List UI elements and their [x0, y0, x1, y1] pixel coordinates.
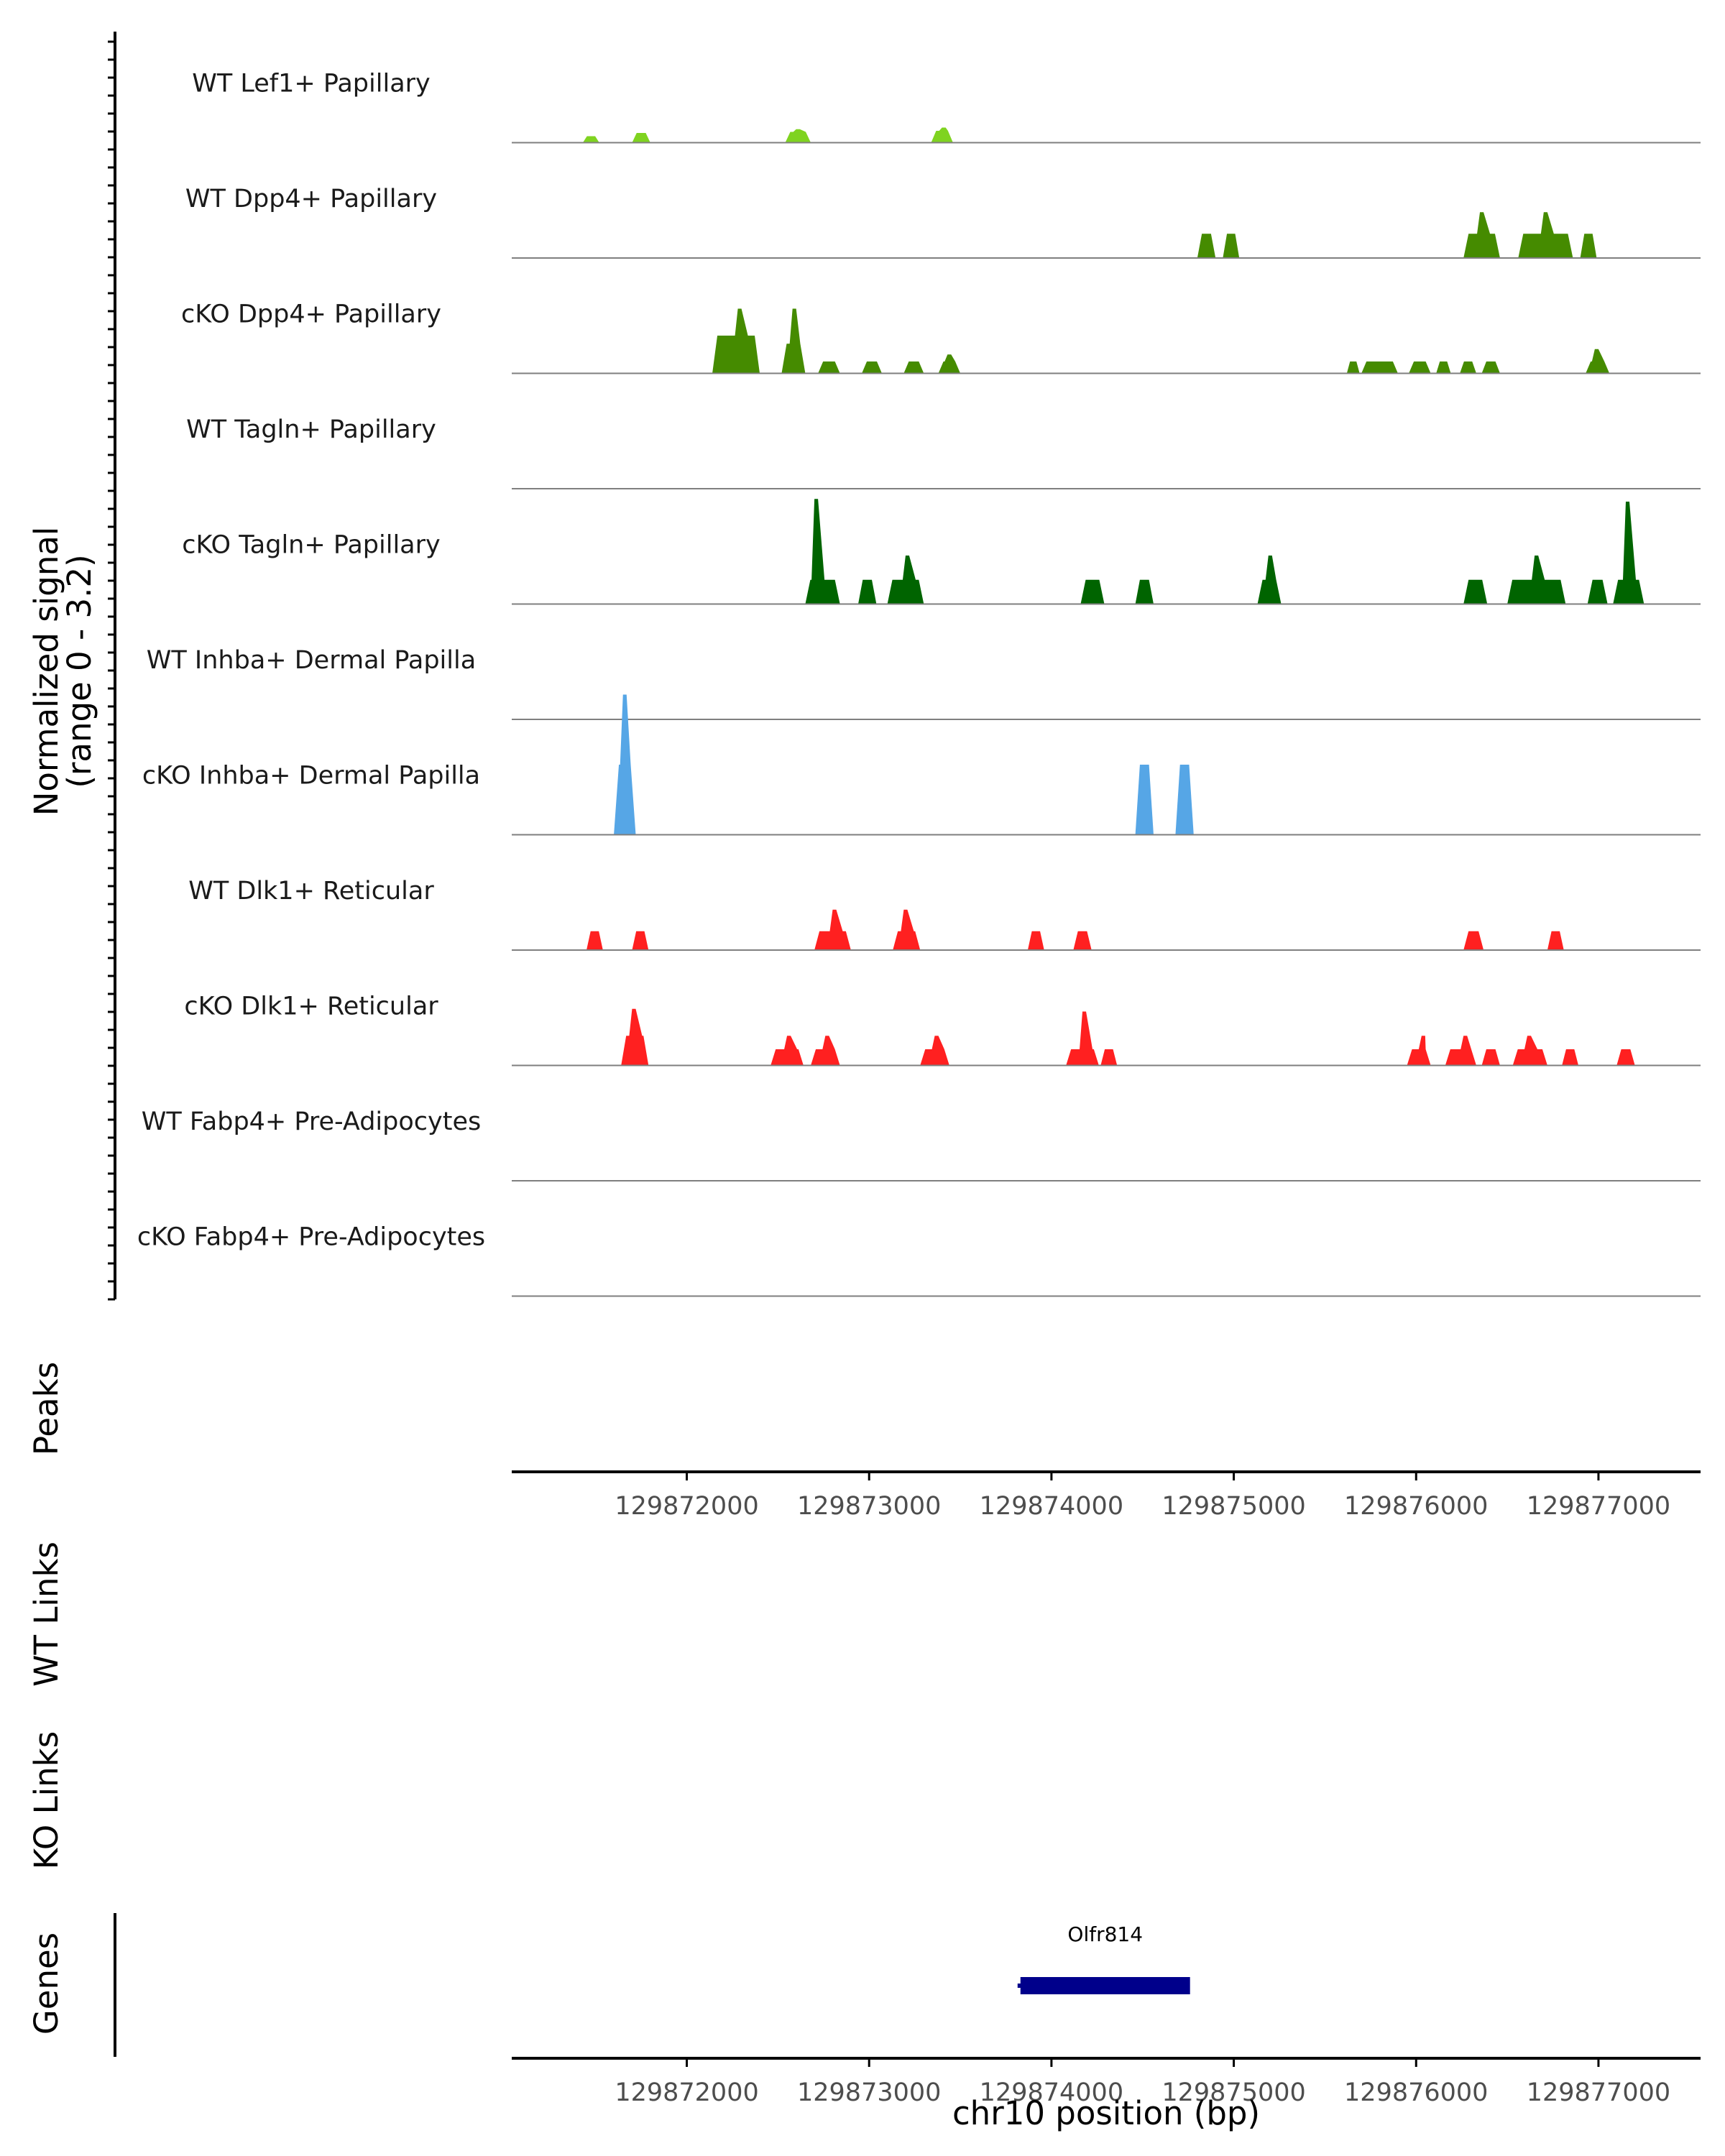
- signal-y-axis: [108, 32, 116, 1301]
- signal-peak: [712, 308, 760, 374]
- signal-peak: [770, 1036, 804, 1066]
- signal-peak: [1547, 931, 1564, 950]
- signal-peak: [1361, 361, 1398, 374]
- signal-peak: [1407, 1036, 1431, 1066]
- peaks-x-tick-label: 129877000: [1527, 1492, 1670, 1521]
- signal-peak: [1436, 361, 1451, 374]
- signal-peak: [1080, 579, 1105, 604]
- track-label: WT Dpp4+ Papillary: [185, 185, 437, 213]
- gene-body: [1020, 1977, 1190, 1994]
- signal-peak: [1518, 212, 1573, 258]
- signal-peak: [1409, 361, 1431, 374]
- signal-peak: [1223, 234, 1240, 258]
- signal-peak: [1175, 765, 1194, 835]
- signal-peak: [1512, 1036, 1547, 1066]
- peaks-x-axis: 129872000 129873000 129874000 129875000 1298…: [512, 1470, 1701, 1521]
- signal-peak: [614, 694, 636, 835]
- genes-x-tick-label: 129874000: [980, 2078, 1123, 2107]
- signal-peak: [1100, 1049, 1118, 1066]
- signal-peak: [582, 136, 599, 143]
- genes-x-tick-label: 129876000: [1344, 2078, 1488, 2107]
- signal-peak: [814, 909, 851, 950]
- ko-links-panel-title: KO Links: [27, 1731, 65, 1869]
- signal-peak: [1346, 361, 1360, 374]
- genes-panel-title: Genes: [27, 1932, 65, 2035]
- signal-peak: [1257, 556, 1282, 604]
- signal-peak: [893, 909, 921, 950]
- signal-peak: [586, 931, 603, 950]
- signal-peak: [1507, 556, 1566, 604]
- wt-links-panel-title: WT Links: [27, 1542, 65, 1687]
- track-label: WT Lef1+ Papillary: [192, 69, 431, 98]
- signal-peak: [887, 556, 924, 604]
- signal-peak: [785, 129, 811, 143]
- signal-peak: [920, 1036, 949, 1066]
- track-label: WT Dlk1+ Reticular: [188, 877, 434, 906]
- signal-peak: [1481, 361, 1500, 374]
- signal-peak: [931, 127, 953, 143]
- signal-peak: [1613, 502, 1644, 604]
- signal-peak: [1197, 234, 1216, 258]
- genes-x-tick-label: 129873000: [797, 2078, 941, 2107]
- track-label: cKO Tagln+ Papillary: [182, 530, 441, 559]
- genes-x-axis: 129872000 129873000 129874000 129875000 1298…: [512, 2057, 1701, 2107]
- peaks-x-tick-label: 129873000: [797, 1492, 941, 1521]
- signal-peak: [857, 579, 877, 604]
- genes-track: Olfr814: [114, 1913, 1190, 2057]
- genes-x-tick-label: 129877000: [1527, 2078, 1670, 2107]
- signal-peak: [1587, 579, 1608, 604]
- signal-peak: [1481, 1049, 1500, 1066]
- peaks-x-tick-label: 129872000: [615, 1492, 758, 1521]
- x-axis-title: chr10 position (bp): [952, 2094, 1260, 2132]
- signal-peak: [621, 1008, 649, 1066]
- signal-peak: [1135, 579, 1154, 604]
- track-label: WT Tagln+ Papillary: [186, 415, 436, 444]
- coverage-tracks: WT Lef1+ Papillary WT Dpp4+ Papillary cKO …: [137, 69, 1701, 1297]
- signal-peak: [1460, 361, 1476, 374]
- gene-label: Olfr814: [1067, 1922, 1143, 1946]
- signal-peak: [1066, 1011, 1099, 1066]
- peaks-x-tick-label: 129875000: [1162, 1492, 1305, 1521]
- signal-peak: [1586, 349, 1610, 374]
- signal-peak: [938, 354, 961, 374]
- signal-peak: [811, 1036, 840, 1066]
- track-label: cKO Inhba+ Dermal Papilla: [142, 761, 480, 790]
- y-axis-title: Normalized signal: [27, 527, 65, 816]
- track-label: cKO Fabp4+ Pre-Adipocytes: [137, 1222, 485, 1251]
- signal-peak: [781, 308, 806, 374]
- signal-peak: [818, 361, 840, 374]
- peaks-x-tick-label: 129874000: [980, 1492, 1123, 1521]
- signal-peak: [1445, 1036, 1476, 1066]
- signal-peak: [1562, 1049, 1579, 1066]
- signal-peak: [1463, 579, 1488, 604]
- signal-peak: [1135, 765, 1154, 835]
- y-axis-range-label: (range 0 - 3.2): [60, 554, 98, 788]
- signal-peak: [1463, 212, 1500, 258]
- signal-peak: [1616, 1049, 1635, 1066]
- signal-peak: [1027, 931, 1044, 950]
- genes-x-tick-label: 129872000: [615, 2078, 758, 2107]
- track-label: WT Inhba+ Dermal Papilla: [147, 646, 476, 675]
- signal-peak: [1463, 931, 1484, 950]
- track-label: cKO Dpp4+ Papillary: [181, 300, 441, 328]
- signal-peak: [1580, 234, 1597, 258]
- signal-peak: [805, 499, 840, 604]
- signal-peak: [862, 361, 882, 374]
- signal-peak: [632, 931, 649, 950]
- signal-peak: [903, 361, 924, 374]
- track-label: WT Fabp4+ Pre-Adipocytes: [142, 1107, 481, 1136]
- signal-peak: [1073, 931, 1092, 950]
- signal-peak: [632, 133, 650, 143]
- genes-x-tick-label: 129875000: [1162, 2078, 1305, 2107]
- peaks-x-tick-label: 129876000: [1344, 1492, 1488, 1521]
- peaks-panel-title: Peaks: [27, 1362, 65, 1455]
- track-label: cKO Dlk1+ Reticular: [184, 992, 438, 1021]
